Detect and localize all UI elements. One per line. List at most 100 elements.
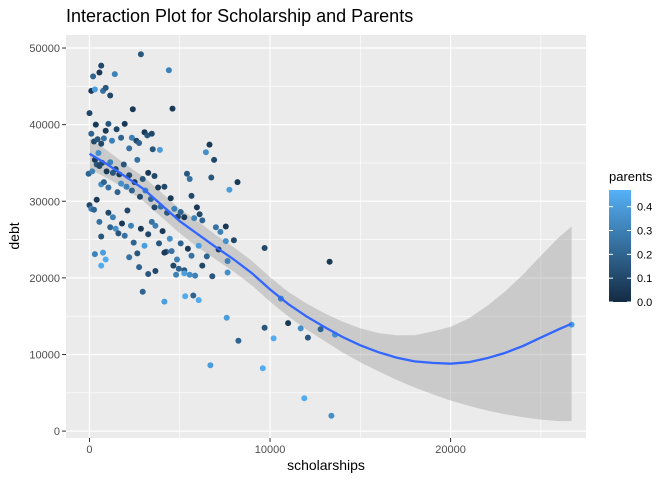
data-point [98, 262, 105, 269]
data-point [121, 120, 128, 127]
data-point [159, 228, 166, 235]
x-axis-title: scholarships [287, 457, 365, 473]
data-point [188, 192, 195, 199]
data-point [261, 324, 268, 331]
data-point [102, 127, 109, 134]
data-point [119, 220, 125, 227]
data-point [121, 232, 128, 239]
data-point [170, 262, 177, 269]
legend-ticks: 0.0 0.1 0.2 0.3 0.4 [609, 202, 652, 309]
data-point [139, 288, 146, 295]
data-point [203, 253, 210, 260]
data-point [109, 214, 116, 221]
data-point [168, 248, 175, 255]
data-point [120, 161, 127, 168]
data-point [137, 193, 143, 200]
x-axis: 0 10000 20000 [86, 438, 466, 456]
data-point [328, 412, 335, 419]
data-point [326, 258, 333, 265]
data-point [297, 325, 304, 332]
data-point [192, 272, 199, 279]
y-tick-label: 20000 [29, 273, 60, 285]
data-point [181, 270, 188, 277]
data-point [270, 335, 277, 342]
data-point [261, 245, 268, 251]
y-tick-label: 30000 [29, 196, 60, 208]
data-point [102, 84, 109, 91]
data-point [98, 140, 105, 147]
data-point [304, 334, 311, 341]
data-point [136, 140, 143, 146]
data-point [109, 137, 115, 144]
data-point [91, 251, 98, 258]
data-point [217, 228, 224, 235]
data-point [88, 130, 95, 137]
data-point [115, 230, 122, 237]
data-point [152, 222, 159, 229]
data-point [105, 209, 112, 216]
data-point [167, 195, 174, 202]
data-point [134, 156, 141, 163]
data-point [156, 240, 162, 247]
data-point [100, 135, 107, 142]
data-point [186, 271, 193, 278]
data-point [196, 211, 203, 218]
data-point [123, 183, 130, 190]
smooth-line-layer [88, 152, 573, 365]
data-point [195, 242, 202, 249]
data-point [96, 69, 103, 76]
y-tick-label: 10000 [29, 349, 60, 361]
data-point [191, 215, 198, 222]
x-tick-label: 10000 [255, 444, 286, 456]
data-point [90, 73, 97, 80]
data-point [285, 320, 292, 327]
y-axis: 0 10000 20000 30000 40000 50000 [29, 43, 66, 438]
data-point [141, 242, 148, 249]
data-point [145, 271, 152, 277]
data-point [186, 176, 193, 182]
plot-panel [66, 35, 586, 438]
data-point [230, 237, 237, 244]
data-point [202, 149, 209, 156]
legend-tick-label: 0.0 [637, 297, 652, 309]
data-point [114, 189, 121, 196]
data-point [207, 362, 214, 369]
data-point [105, 184, 112, 191]
data-point [177, 240, 184, 247]
data-point [102, 256, 109, 263]
data-point [206, 141, 213, 148]
x-tick-label: 0 [86, 444, 92, 456]
data-point [166, 235, 173, 242]
data-point [134, 250, 141, 257]
data-point [211, 156, 218, 163]
data-point [173, 271, 180, 278]
data-point [89, 168, 96, 175]
data-point [161, 183, 168, 190]
data-point [177, 209, 184, 215]
legend-tick-label: 0.3 [637, 226, 652, 238]
data-point [100, 249, 106, 256]
data-point [145, 169, 152, 176]
data-point [107, 92, 114, 99]
legend-tick-label: 0.4 [637, 202, 652, 214]
data-point [181, 214, 188, 221]
data-point [184, 245, 191, 252]
legend-colorbar [609, 190, 631, 302]
data-point [130, 239, 137, 246]
data-point [184, 170, 190, 177]
data-point [149, 146, 156, 153]
chart-title: Interaction Plot for Scholarship and Par… [66, 6, 413, 26]
points-layer [85, 51, 575, 419]
data-point [137, 51, 144, 58]
data-point [126, 254, 133, 261]
confidence-band-layer [89, 138, 572, 422]
data-point [195, 297, 202, 304]
data-point [175, 265, 182, 272]
confidence-band [89, 138, 572, 422]
data-point [223, 314, 230, 321]
smooth-fit-line [88, 152, 573, 365]
data-point [151, 173, 158, 179]
data-point [91, 206, 97, 213]
data-point [113, 126, 120, 133]
legend-tick-label: 0.1 [637, 273, 652, 285]
